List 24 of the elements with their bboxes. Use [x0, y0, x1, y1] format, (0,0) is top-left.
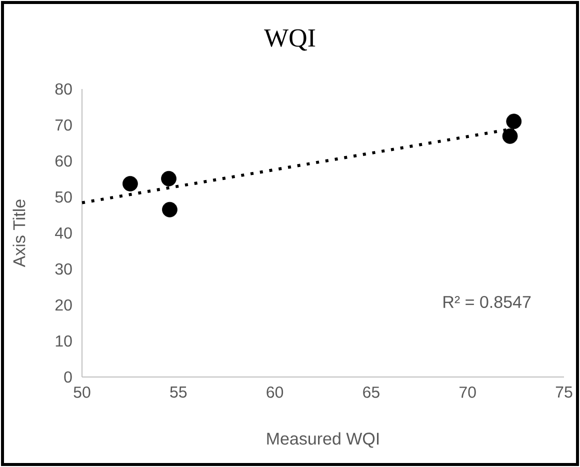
point: [162, 202, 178, 218]
chart-title: WQI: [264, 29, 316, 51]
y-tick-label: 10: [56, 335, 72, 347]
point: [506, 114, 522, 130]
x-tick-label: 65: [363, 386, 380, 398]
x-axis-title: Measured WQI: [267, 432, 379, 448]
y-tick-label: 20: [55, 299, 72, 311]
y-axis-title: Axis Title: [12, 200, 26, 268]
y-tick-label: 40: [55, 227, 72, 239]
x-tick-label: 75: [556, 386, 572, 398]
x-tick-label: 60: [266, 386, 284, 398]
annotation: R² = 0.8547: [444, 296, 531, 308]
x-tick-label: 50: [74, 386, 90, 398]
x-tick-label: 55: [170, 386, 187, 398]
y-tick-label: 0: [64, 371, 72, 383]
x-tick-label: 70: [460, 386, 476, 398]
y-tick-label: 50: [55, 191, 72, 203]
y-tick-label: 70: [55, 119, 72, 131]
y-tick-label: 80: [55, 83, 72, 95]
point: [122, 176, 138, 192]
y-tick-label: 30: [55, 263, 72, 275]
point: [161, 170, 176, 186]
point: [502, 128, 518, 144]
y-tick-label: 60: [55, 155, 72, 167]
